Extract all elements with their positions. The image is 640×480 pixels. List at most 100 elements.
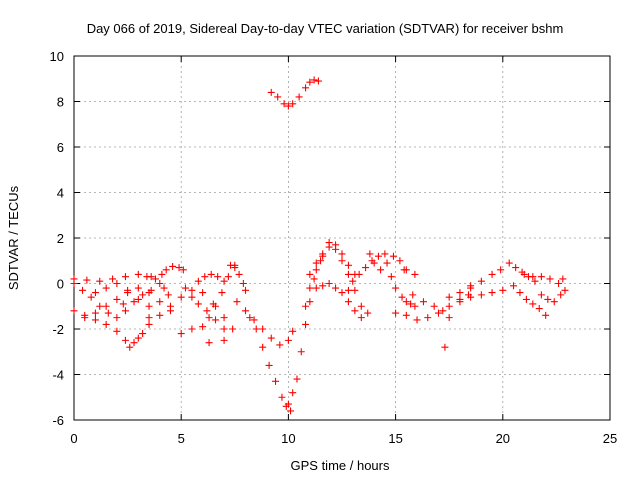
- data-point: [151, 275, 159, 283]
- series-sat-o: [267, 76, 322, 110]
- data-point: [259, 343, 267, 351]
- data-point: [119, 300, 127, 308]
- data-point: [310, 275, 318, 283]
- data-point: [278, 393, 286, 401]
- data-point: [289, 327, 297, 335]
- data-point: [297, 348, 305, 356]
- data-point: [284, 102, 292, 110]
- x-tick-label: 15: [388, 431, 402, 446]
- data-point: [295, 93, 303, 101]
- data-point: [351, 286, 359, 294]
- data-point: [456, 298, 464, 306]
- data-point: [522, 295, 530, 303]
- data-point: [220, 336, 228, 344]
- data-point: [231, 264, 239, 272]
- series-sat-s: [312, 280, 372, 322]
- series-sat-k: [194, 270, 228, 285]
- series-sat-v: [387, 273, 419, 310]
- data-point: [274, 93, 282, 101]
- data-point: [306, 78, 314, 86]
- data-point: [87, 293, 95, 301]
- data-point: [357, 314, 365, 322]
- chart-title: Day 066 of 2019, Sidereal Day-to-day VTE…: [87, 21, 564, 36]
- data-point: [512, 264, 520, 272]
- data-point: [267, 334, 275, 342]
- data-point: [242, 307, 250, 315]
- data-point: [201, 273, 209, 281]
- data-point: [344, 270, 352, 278]
- data-point: [366, 250, 374, 258]
- series-sat-i: [177, 261, 239, 338]
- data-point: [559, 275, 567, 283]
- data-points: [70, 76, 569, 415]
- x-tick-label: 10: [281, 431, 295, 446]
- data-point: [332, 245, 340, 253]
- data-point: [319, 250, 327, 258]
- data-point: [312, 266, 320, 274]
- data-point: [302, 302, 310, 310]
- data-point: [250, 316, 258, 324]
- data-point: [349, 277, 357, 285]
- series-sat-h: [162, 262, 187, 274]
- data-point: [156, 311, 164, 319]
- data-point: [325, 280, 333, 287]
- data-point: [121, 307, 129, 315]
- data-point: [413, 316, 421, 324]
- data-point: [134, 334, 142, 342]
- data-point: [121, 273, 129, 281]
- data-point: [546, 275, 554, 283]
- data-point: [537, 291, 545, 299]
- data-point: [289, 100, 297, 108]
- data-point: [531, 277, 539, 285]
- data-point: [83, 276, 91, 284]
- data-point: [276, 341, 284, 349]
- data-point: [181, 284, 189, 292]
- data-point: [499, 286, 507, 294]
- data-point: [203, 307, 211, 315]
- data-point: [220, 277, 228, 285]
- data-point: [402, 311, 410, 319]
- data-point: [212, 316, 220, 324]
- x-axis-label: GPS time / hours: [291, 458, 390, 473]
- series-sat-n: [246, 314, 295, 415]
- data-point: [224, 273, 232, 281]
- series-sat-q: [302, 241, 359, 310]
- data-point: [81, 314, 89, 322]
- data-point: [162, 266, 170, 274]
- series-sat-e: [91, 280, 153, 310]
- data-point: [383, 259, 391, 267]
- data-point: [338, 289, 346, 297]
- data-point: [233, 298, 241, 306]
- data-point: [134, 284, 142, 292]
- data-point: [488, 289, 496, 297]
- data-point: [338, 250, 346, 258]
- data-point: [113, 314, 121, 322]
- data-point: [306, 270, 314, 278]
- series-sat-j: [181, 284, 228, 333]
- data-point: [102, 302, 110, 310]
- y-tick-label: -6: [52, 413, 64, 428]
- data-point: [402, 298, 410, 306]
- data-point: [306, 284, 314, 292]
- data-point: [280, 100, 288, 108]
- data-point: [351, 307, 359, 315]
- data-point: [467, 284, 475, 292]
- data-point: [134, 270, 142, 278]
- data-point: [287, 407, 295, 415]
- data-point: [130, 339, 138, 347]
- data-point: [188, 286, 196, 294]
- y-tick-label: 6: [57, 140, 64, 155]
- data-point: [134, 295, 142, 303]
- data-point: [364, 309, 372, 317]
- series-sat-m: [233, 298, 297, 349]
- data-point: [265, 361, 273, 369]
- axis-ticks: 0 5 10 15 20 25 -6 -4 -2 0 2 4 6 8 10: [50, 49, 618, 446]
- y-tick-label: 10: [50, 49, 64, 64]
- data-point: [284, 336, 292, 344]
- data-point: [445, 293, 453, 301]
- series-sat-g: [147, 273, 172, 299]
- data-point: [398, 293, 406, 301]
- data-point: [400, 266, 408, 274]
- data-point: [109, 275, 117, 283]
- data-point: [102, 320, 110, 328]
